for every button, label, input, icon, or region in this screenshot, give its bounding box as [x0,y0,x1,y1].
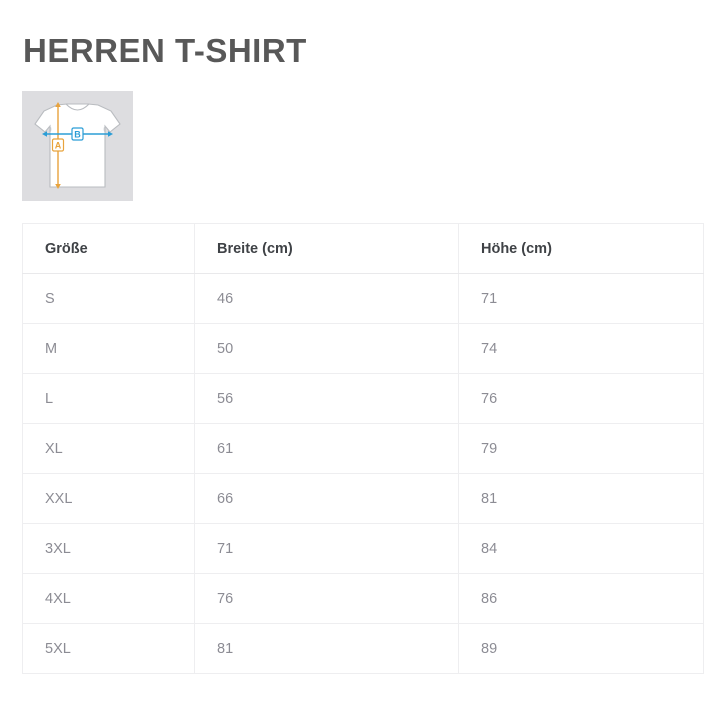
cell-size: 4XL [22,573,195,624]
table-row: L 56 76 [22,373,704,424]
table-row: M 50 74 [22,323,704,374]
cell-height: 74 [458,323,704,374]
cell-width: 81 [194,623,459,674]
table-row: 5XL 81 89 [22,623,704,674]
page-title: HERREN T-SHIRT [23,32,307,69]
t-shirt-illustration: A B [34,102,121,189]
cell-width: 71 [194,523,459,574]
shirt-body-path [34,103,121,188]
column-header-height: Höhe (cm) [458,223,704,274]
cell-width: 61 [194,423,459,474]
shirt-left-seam [49,125,52,134]
table-row: XL 61 79 [22,423,704,474]
table-row: S 46 71 [22,273,704,324]
shirt-collar-path [65,103,90,111]
cell-size: 3XL [22,523,195,574]
t-shirt-measurement-diagram: A B [22,91,133,201]
height-label-box [51,138,65,152]
cell-height: 81 [458,473,704,524]
width-label-box [71,127,84,141]
cell-width: 66 [194,473,459,524]
cell-size: M [22,323,195,374]
table-row: 3XL 71 84 [22,523,704,574]
cell-width: 46 [194,273,459,324]
table-row: XXL 66 81 [22,473,704,524]
width-arrow-head-left [42,131,47,137]
height-arrow-head-bottom [55,184,61,189]
cell-size: 5XL [22,623,195,674]
width-marker-label: B [74,129,81,139]
table-header: Größe Breite (cm) Höhe (cm) [22,223,704,274]
column-header-size: Größe [22,223,195,274]
cell-width: 76 [194,573,459,624]
cell-width: 50 [194,323,459,374]
cell-size: XL [22,423,195,474]
cell-height: 76 [458,373,704,424]
size-chart-table: Größe Breite (cm) Höhe (cm) S 46 71 M 50… [22,223,704,674]
cell-height: 89 [458,623,704,674]
height-marker-label: A [55,140,62,150]
table-row: 4XL 76 86 [22,573,704,624]
width-arrow-head-right [108,131,113,137]
column-header-width: Breite (cm) [194,223,459,274]
cell-size: XXL [22,473,195,524]
table-body: S 46 71 M 50 74 L 56 76 XL 61 79 XXL 66 [22,273,704,674]
cell-size: L [22,373,195,424]
cell-height: 86 [458,573,704,624]
table-header-row: Größe Breite (cm) Höhe (cm) [22,223,704,274]
shirt-right-seam [103,125,106,134]
cell-height: 84 [458,523,704,574]
cell-width: 56 [194,373,459,424]
cell-height: 79 [458,423,704,474]
height-arrow-head-top [55,102,61,107]
cell-size: S [22,273,195,324]
cell-height: 71 [458,273,704,324]
